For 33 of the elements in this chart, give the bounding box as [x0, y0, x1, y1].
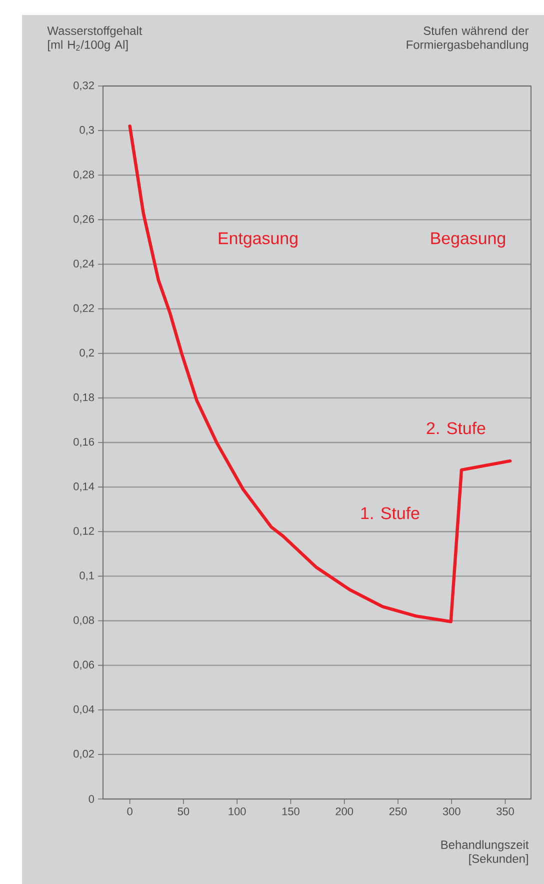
x-tick-label: 150 — [282, 808, 300, 816]
annotation: 1. Stufe — [361, 506, 420, 520]
y-tick-label: 0,22 — [74, 304, 94, 314]
x-tick-label: 100 — [228, 808, 246, 816]
y-axis-title: Wasserstoffgehalt [ml H$_{2}$/100g Al] — [47, 26, 142, 52]
y-tick-label: 0,04 — [74, 705, 94, 714]
x-axis-title: Behandlungszeit [Sekunden] — [441, 840, 529, 866]
annotation: Entgasung — [218, 232, 298, 248]
y-tick-label: 0,28 — [74, 170, 94, 180]
x-tick-label: 300 — [442, 808, 460, 816]
y-tick-label: 0,26 — [74, 215, 94, 224]
y-tick-label: 0,14 — [74, 482, 94, 492]
x-tick-label: 200 — [336, 808, 354, 816]
y-tick-label: 0,1 — [80, 572, 94, 581]
y-tick-label: 0,32 — [74, 81, 94, 91]
y-tick-label: 0,06 — [74, 660, 94, 670]
x-tick-label: 0 — [127, 808, 132, 816]
y-tick-label: 0,02 — [74, 750, 94, 759]
y-tick-label: 0,2 — [80, 348, 94, 358]
y-tick-label: 0,12 — [74, 527, 94, 536]
annotation: Begasung — [431, 232, 506, 248]
text: Stufen während der Formiergasbehandlung — [406, 26, 529, 52]
y-tick-label: 0,3 — [80, 126, 94, 136]
line-series — [128, 124, 512, 624]
annotation: 2. Stufe — [426, 422, 486, 434]
x-tick-label: 50 — [178, 808, 190, 816]
y-tick-label: 0,18 — [74, 393, 94, 402]
y-tick-label: 0,16 — [74, 438, 94, 448]
y-tick-label: 0,24 — [74, 260, 94, 269]
x-tick-label: 350 — [496, 808, 514, 816]
y-tick-label: 0 — [88, 795, 94, 803]
y-tick-label: 0,08 — [74, 616, 94, 626]
x-tick-label: 250 — [389, 808, 407, 816]
